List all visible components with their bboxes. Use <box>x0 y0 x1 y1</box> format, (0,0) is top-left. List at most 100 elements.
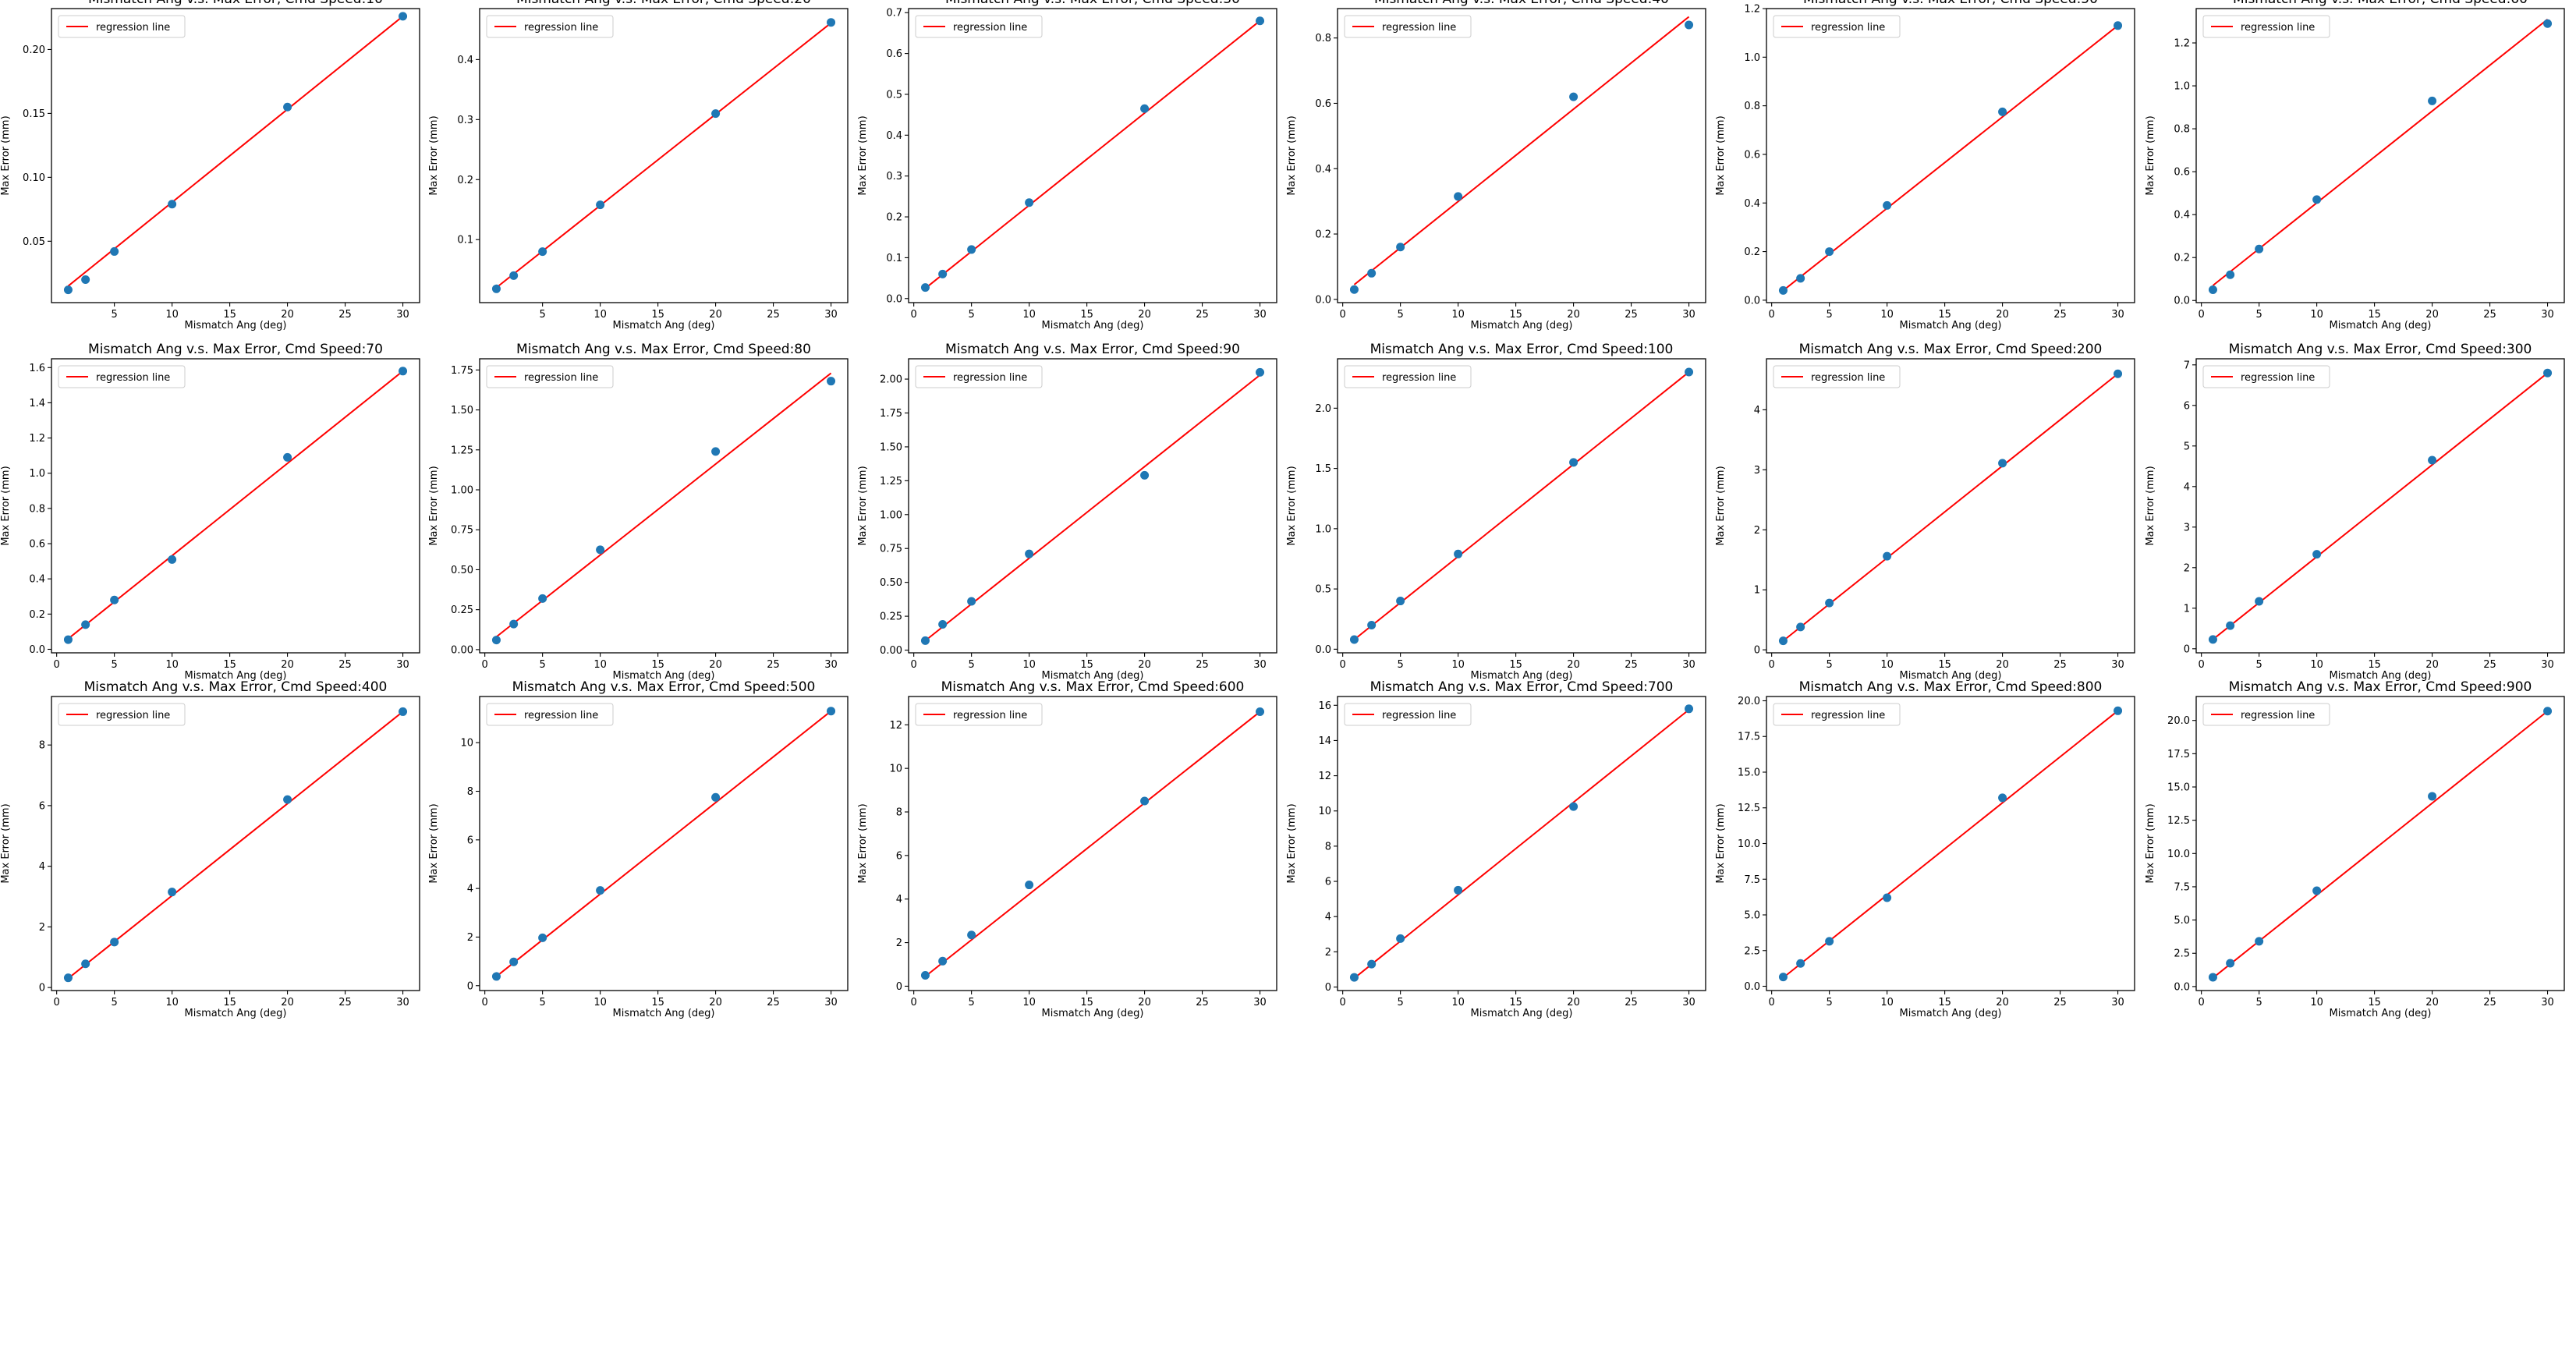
chart-title: Mismatch Ang v.s. Max Error, Cmd Speed:1… <box>88 0 383 7</box>
data-point <box>538 933 547 942</box>
y-tick-label: 2.0 <box>1315 403 1331 415</box>
data-point <box>491 972 501 981</box>
y-axis-label: Max Error (mm) <box>428 115 440 195</box>
x-tick-label: 30 <box>2541 659 2554 671</box>
data-point <box>967 930 976 940</box>
x-axis-label: Mismatch Ang (deg) <box>2329 320 2431 331</box>
data-point <box>1796 622 1805 632</box>
y-tick-label: 1.5 <box>1315 463 1331 475</box>
x-tick-label: 0 <box>1340 309 1346 321</box>
chart-title: Mismatch Ang v.s. Max Error, Cmd Speed:6… <box>2233 0 2528 7</box>
legend-box <box>1773 703 1901 726</box>
y-tick-label: 0.6 <box>886 48 902 60</box>
legend-box <box>915 15 1043 38</box>
y-tick-label: 12.5 <box>1738 803 1760 814</box>
y-axis-label: Max Error (mm) <box>1286 115 1298 195</box>
x-tick-label: 20 <box>281 309 294 321</box>
data-point <box>2428 96 2437 105</box>
x-axis-label: Mismatch Ang (deg) <box>1470 1008 1572 1019</box>
data-point <box>1396 934 1405 943</box>
y-tick-label: 0.50 <box>880 577 902 589</box>
legend-label: regression line <box>1811 22 1885 34</box>
data-point <box>1349 635 1359 644</box>
x-tick-label: 10 <box>2310 997 2323 1008</box>
x-tick-label: 10 <box>165 997 179 1008</box>
y-tick-label: 10 <box>1318 806 1331 817</box>
chart-title: Mismatch Ang v.s. Max Error, Cmd Speed:8… <box>516 342 811 357</box>
x-tick-label: 5 <box>539 659 545 671</box>
y-tick-label: 6 <box>2184 400 2190 412</box>
chart-title: Mismatch Ang v.s. Max Error, Cmd Speed:1… <box>1370 342 1674 357</box>
x-axis-label: Mismatch Ang (deg) <box>612 670 714 682</box>
x-tick-label: 5 <box>1826 997 1832 1008</box>
axes-frame <box>51 8 420 303</box>
data-point <box>711 109 721 119</box>
x-tick-label: 10 <box>594 659 607 671</box>
x-tick-label: 0 <box>482 997 488 1008</box>
x-tick-label: 0 <box>1769 659 1775 671</box>
x-tick-label: 10 <box>1880 659 1894 671</box>
y-tick-label: 0.6 <box>29 539 45 551</box>
legend-label: regression line <box>953 372 1027 384</box>
data-point <box>1569 802 1579 811</box>
x-tick-label: 5 <box>1397 309 1403 321</box>
chart-title: Mismatch Ang v.s. Max Error, Cmd Speed:6… <box>941 679 1245 695</box>
axes-frame <box>2195 8 2565 303</box>
x-axis-label: Mismatch Ang (deg) <box>1470 670 1572 682</box>
x-axis-label: Mismatch Ang (deg) <box>184 320 286 331</box>
chart-title: Mismatch Ang v.s. Max Error, Cmd Speed:5… <box>1803 0 2098 7</box>
y-axis-label: Max Error (mm) <box>1715 803 1727 883</box>
x-tick-label: 30 <box>1682 309 1695 321</box>
data-point <box>168 888 177 897</box>
regression-line <box>1353 371 1690 640</box>
x-axis-label: Mismatch Ang (deg) <box>184 670 286 682</box>
chart-title: Mismatch Ang v.s. Max Error, Cmd Speed:4… <box>84 679 388 695</box>
data-point <box>938 269 948 278</box>
x-tick-label: 15 <box>1509 309 1522 321</box>
data-point <box>283 102 292 112</box>
regression-line <box>2212 710 2549 979</box>
x-tick-label: 20 <box>1567 997 1580 1008</box>
chart-title: Mismatch Ang v.s. Max Error, Cmd Speed:2… <box>1799 342 2103 357</box>
legend-box <box>1773 365 1901 388</box>
data-point <box>1825 598 1834 608</box>
data-point <box>2226 621 2235 630</box>
data-point <box>538 247 547 257</box>
x-tick-label: 25 <box>1196 659 1209 671</box>
y-tick-label: 0.4 <box>457 55 473 66</box>
y-tick-label: 2 <box>896 938 902 949</box>
data-point <box>2114 706 2123 715</box>
x-tick-label: 25 <box>1196 309 1209 321</box>
y-tick-label: 0.25 <box>451 604 473 616</box>
subplot: Mismatch Ang v.s. Max Error, Cmd Speed:5… <box>428 679 849 1019</box>
data-point <box>938 956 948 966</box>
legend-label: regression line <box>524 710 598 721</box>
x-tick-label: 5 <box>968 659 974 671</box>
subplot: Mismatch Ang v.s. Max Error, Cmd Speed:2… <box>1715 342 2135 682</box>
regression-line <box>1782 373 2119 642</box>
x-tick-label: 5 <box>111 997 117 1008</box>
data-point <box>2226 959 2235 968</box>
data-point <box>1396 243 1405 252</box>
x-tick-label: 0 <box>2199 309 2205 321</box>
y-tick-label: 2.5 <box>1744 945 1760 957</box>
data-point <box>827 377 836 386</box>
regression-line <box>2212 372 2549 640</box>
regression-line <box>1782 25 2119 292</box>
x-tick-label: 25 <box>767 659 780 671</box>
data-point <box>1685 20 1694 30</box>
x-tick-label: 0 <box>54 659 60 671</box>
y-tick-label: 1.25 <box>451 445 473 456</box>
y-tick-label: 0.10 <box>23 172 45 184</box>
x-tick-label: 5 <box>539 997 545 1008</box>
chart-title: Mismatch Ang v.s. Max Error, Cmd Speed:8… <box>1799 679 2103 695</box>
x-tick-label: 10 <box>1451 659 1465 671</box>
data-point <box>967 597 976 606</box>
x-tick-label: 30 <box>2111 309 2124 321</box>
axes-frame <box>1766 8 2135 303</box>
chart-title: Mismatch Ang v.s. Max Error, Cmd Speed:3… <box>945 0 1240 7</box>
x-tick-label: 5 <box>1826 309 1832 321</box>
x-tick-label: 25 <box>767 309 780 321</box>
x-tick-label: 25 <box>1625 997 1638 1008</box>
axes-frame <box>1766 358 2135 654</box>
